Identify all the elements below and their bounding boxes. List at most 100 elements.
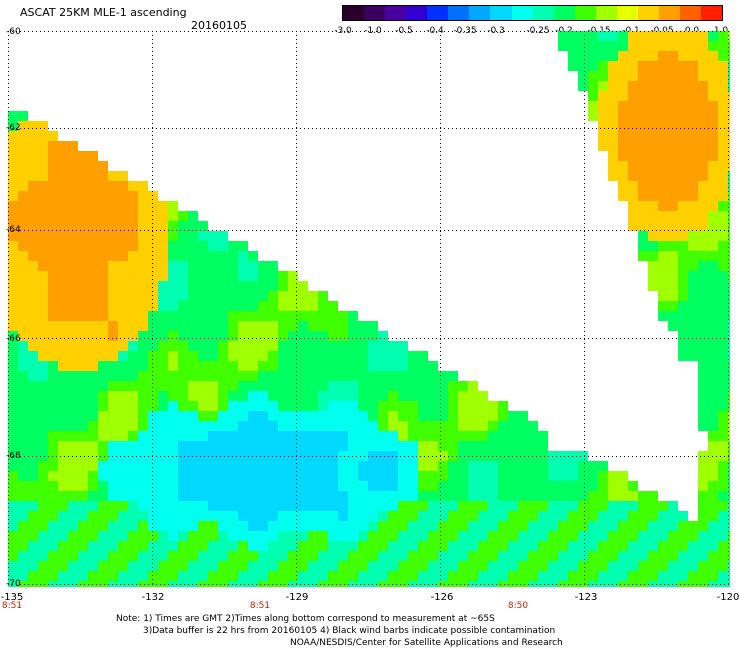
longitude-label: -123 — [574, 592, 598, 603]
wind-cell — [98, 261, 108, 271]
wind-cell — [398, 391, 408, 401]
wind-cell — [458, 451, 468, 461]
wind-cell — [518, 491, 528, 501]
wind-cell — [488, 421, 498, 431]
wind-cell — [148, 461, 158, 471]
wind-cell — [388, 571, 398, 581]
wind-cell — [338, 321, 348, 331]
wind-cell — [298, 511, 308, 521]
wind-cell — [178, 321, 188, 331]
wind-cell — [708, 171, 718, 181]
wind-cell — [348, 481, 358, 491]
wind-cell — [368, 551, 378, 561]
wind-cell — [268, 341, 278, 351]
wind-cell — [348, 431, 358, 441]
wind-cell — [508, 501, 518, 511]
wind-cell — [8, 431, 18, 441]
wind-cell — [568, 481, 578, 491]
wind-cell — [128, 481, 138, 491]
wind-cell — [698, 121, 708, 131]
wind-cell — [128, 361, 138, 371]
wind-cell — [288, 281, 298, 291]
wind-cell — [388, 531, 398, 541]
wind-cell — [708, 41, 718, 51]
wind-cell — [78, 381, 88, 391]
wind-cell — [28, 191, 38, 201]
wind-cell — [628, 521, 638, 531]
wind-cell — [448, 481, 458, 491]
wind-cell — [698, 391, 708, 401]
wind-cell — [508, 441, 518, 451]
wind-cell — [118, 421, 128, 431]
wind-cell — [718, 151, 728, 161]
wind-cell — [238, 261, 248, 271]
wind-cell — [698, 241, 708, 251]
wind-cell — [78, 231, 88, 241]
wind-cell — [708, 431, 718, 441]
wind-cell — [68, 191, 78, 201]
wind-cell — [168, 301, 178, 311]
wind-cell — [698, 231, 708, 241]
wind-cell — [68, 511, 78, 521]
wind-cell — [418, 521, 428, 531]
wind-cell — [618, 61, 628, 71]
wind-cell — [268, 481, 278, 491]
wind-cell — [38, 361, 48, 371]
wind-cell — [288, 481, 298, 491]
wind-cell — [508, 521, 518, 531]
wind-cell — [158, 561, 168, 571]
wind-cell — [708, 531, 718, 541]
wind-cell — [138, 491, 148, 501]
wind-cell — [58, 571, 68, 581]
wind-cell — [398, 461, 408, 471]
wind-cell — [288, 521, 298, 531]
wind-cell — [18, 271, 28, 281]
wind-cell — [438, 571, 448, 581]
wind-cell — [228, 551, 238, 561]
wind-cell — [118, 281, 128, 291]
wind-cell — [158, 511, 168, 521]
wind-cell — [268, 351, 278, 361]
wind-cell — [658, 561, 668, 571]
wind-cell — [398, 491, 408, 501]
wind-cell — [618, 521, 628, 531]
wind-cell — [668, 181, 678, 191]
wind-cell — [568, 51, 578, 61]
wind-cell — [18, 141, 28, 151]
wind-cell — [668, 61, 678, 71]
wind-cell — [228, 281, 238, 291]
wind-cell — [698, 341, 708, 351]
wind-cell — [438, 461, 448, 471]
wind-cell — [158, 391, 168, 401]
wind-cell — [78, 471, 88, 481]
wind-cell — [428, 411, 438, 421]
wind-cell — [698, 421, 708, 431]
wind-cell — [158, 501, 168, 511]
wind-cell — [438, 501, 448, 511]
wind-cell — [488, 411, 498, 421]
wind-cell — [18, 481, 28, 491]
wind-cell — [18, 321, 28, 331]
wind-cell — [88, 221, 98, 231]
wind-cell — [88, 371, 98, 381]
wind-cell — [238, 541, 248, 551]
wind-cell — [338, 571, 348, 581]
wind-cell — [98, 501, 108, 511]
longitude-label: -132 — [141, 592, 165, 603]
wind-cell — [718, 351, 728, 361]
wind-cell — [288, 571, 298, 581]
wind-cell — [688, 331, 698, 341]
wind-cell — [268, 371, 278, 381]
wind-cell — [308, 551, 318, 561]
wind-cell — [448, 541, 458, 551]
wind-cell — [88, 491, 98, 501]
wind-cell — [88, 571, 98, 581]
wind-cell — [638, 61, 648, 71]
wind-cell — [208, 421, 218, 431]
color-scale-swatch — [385, 6, 407, 20]
wind-cell — [268, 491, 278, 501]
wind-cell — [38, 191, 48, 201]
wind-cell — [678, 581, 688, 587]
wind-cell — [658, 301, 668, 311]
wind-cell — [218, 461, 228, 471]
